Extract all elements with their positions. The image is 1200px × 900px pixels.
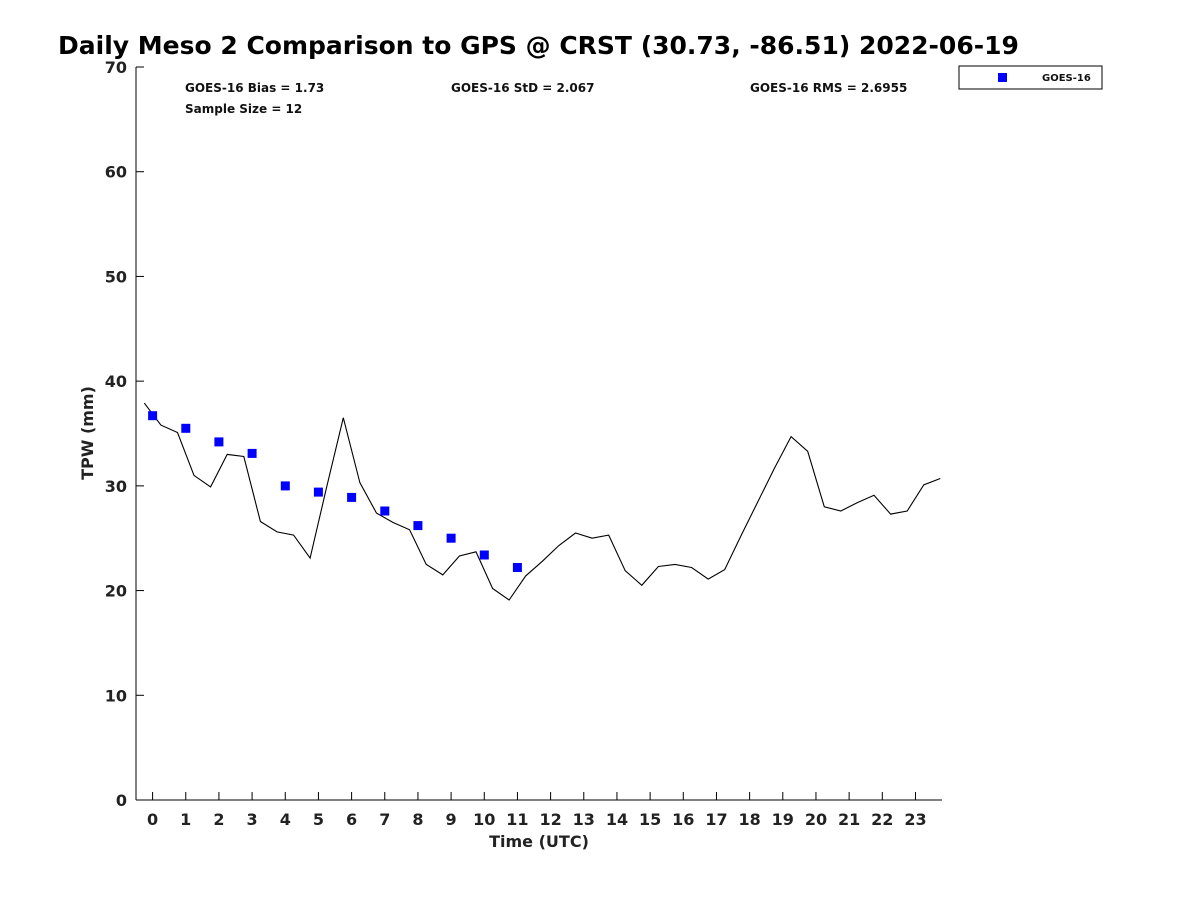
gps-line xyxy=(143,402,941,601)
y-tick-label: 20 xyxy=(105,582,127,601)
legend: GOES-16 xyxy=(958,65,1103,90)
x-tick-label: 16 xyxy=(672,810,694,829)
x-tick-label: 4 xyxy=(280,810,291,829)
x-tick-label: 5 xyxy=(313,810,324,829)
x-tick-label: 19 xyxy=(772,810,794,829)
legend-marker-goes-16 xyxy=(998,73,1007,82)
x-tick-label: 2 xyxy=(213,810,224,829)
goes-16-point xyxy=(214,437,224,447)
goes-16-point xyxy=(148,411,158,421)
gps-series xyxy=(143,402,941,601)
goes-16-point xyxy=(347,492,357,502)
x-tick-label: 21 xyxy=(838,810,860,829)
x-tick-label: 7 xyxy=(379,810,390,829)
x-tick-label: 17 xyxy=(705,810,727,829)
goes-16-point xyxy=(380,506,390,516)
y-tick-label: 60 xyxy=(105,163,127,182)
y-tick-label: 70 xyxy=(105,58,127,77)
goes-16-point xyxy=(247,448,257,458)
x-tick-label: 18 xyxy=(738,810,760,829)
x-tick-label: 10 xyxy=(473,810,495,829)
goes-16-point xyxy=(280,481,290,491)
chart-title: Daily Meso 2 Comparison to GPS @ CRST (3… xyxy=(58,31,1019,60)
x-tick-label: 13 xyxy=(573,810,595,829)
std-stat: GOES-16 StD = 2.067 xyxy=(451,81,594,95)
x-tick-label: 14 xyxy=(606,810,628,829)
x-tick-label: 20 xyxy=(805,810,827,829)
x-tick-label: 9 xyxy=(446,810,457,829)
x-axis-label: Time (UTC) xyxy=(489,832,589,851)
x-tick-label: 8 xyxy=(412,810,423,829)
rms-stat: GOES-16 RMS = 2.6955 xyxy=(750,81,907,95)
x-tick-label: 11 xyxy=(506,810,528,829)
goes-16-series xyxy=(148,411,522,572)
sample-size-stat: Sample Size = 12 xyxy=(185,102,302,116)
y-axis-ticks: 0 10 20 30 40 50 60 70 xyxy=(105,58,144,810)
x-axis-ticks: 0 1 2 3 4 5 6 7 8 9 10 11 12 13 14 15 16 17 18 19 20 21 22 23 xyxy=(147,792,927,829)
x-tick-label: 15 xyxy=(639,810,661,829)
x-tick-label: 3 xyxy=(247,810,258,829)
goes-16-point xyxy=(479,550,489,560)
legend-box xyxy=(958,65,1103,90)
goes-16-point xyxy=(313,487,323,497)
goes-16-point xyxy=(413,521,423,531)
y-tick-label: 50 xyxy=(105,267,127,286)
goes-16-point xyxy=(446,533,456,543)
goes-16-point xyxy=(181,423,191,433)
bias-stat: GOES-16 Bias = 1.73 xyxy=(185,81,324,95)
x-tick-label: 0 xyxy=(147,810,158,829)
goes-16-point xyxy=(512,563,522,572)
x-tick-label: 23 xyxy=(904,810,926,829)
x-tick-label: 12 xyxy=(539,810,561,829)
legend-label-goes-16: GOES-16 xyxy=(1042,73,1091,84)
y-axis-label: TPW (mm) xyxy=(78,386,97,480)
y-tick-label: 10 xyxy=(105,686,127,705)
y-tick-label: 30 xyxy=(105,477,127,496)
x-tick-label: 22 xyxy=(871,810,893,829)
x-tick-label: 6 xyxy=(346,810,357,829)
y-tick-label: 40 xyxy=(105,372,127,391)
x-tick-label: 1 xyxy=(180,810,191,829)
y-tick-label: 0 xyxy=(116,791,127,810)
